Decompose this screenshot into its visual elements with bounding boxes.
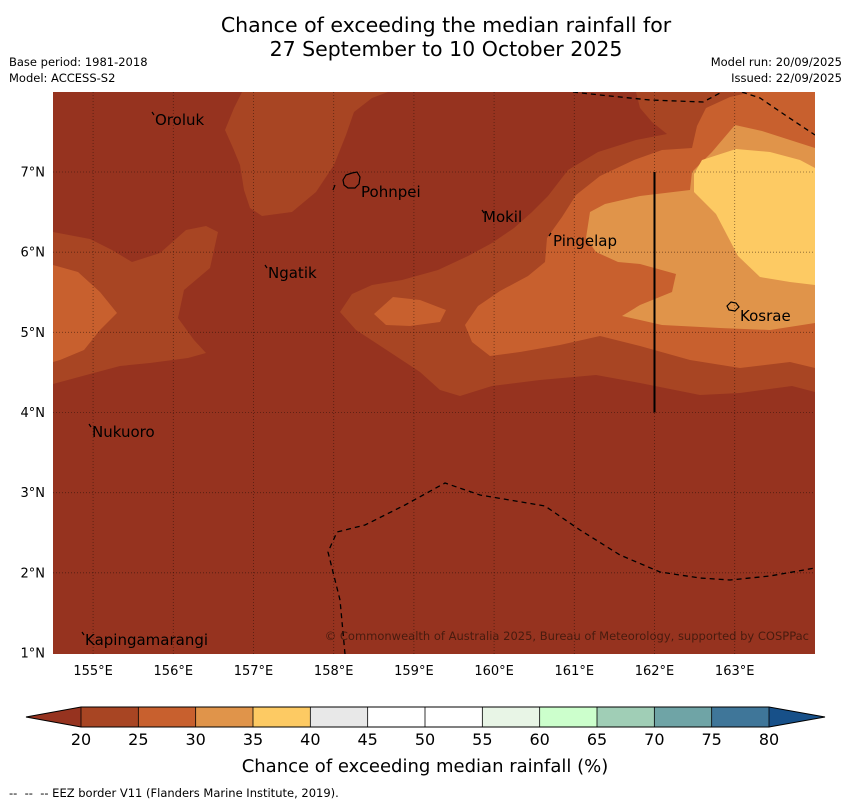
contour-20-25-top xyxy=(225,92,388,216)
kapingamarangi-marker xyxy=(81,631,85,636)
contour-25-30-small xyxy=(374,297,446,326)
colorbar-tick-label: 55 xyxy=(472,730,492,749)
colorbar-tick-label: 70 xyxy=(644,730,664,749)
colorbar-segment xyxy=(597,707,655,727)
lat-label: 2°N xyxy=(21,566,46,581)
colorbar-segment xyxy=(539,707,598,727)
lon-label: 163°E xyxy=(715,664,755,679)
lon-label: 158°E xyxy=(314,664,354,679)
colorbar-tick-label: 40 xyxy=(300,730,320,749)
eez-footnote: -- -- -- EEZ border V11 (Flanders Marine… xyxy=(9,786,339,800)
colorbar-tick-label: 60 xyxy=(529,730,549,749)
place-label-pingelap: Pingelap xyxy=(553,232,617,250)
base-period: Base period: 1981-2018 xyxy=(9,55,148,69)
colorbar-segment xyxy=(195,707,254,727)
colorbar-outline xyxy=(25,706,826,728)
lat-label: 4°N xyxy=(21,406,46,421)
pingelap-marker xyxy=(548,232,552,237)
contour-20-25-west xyxy=(53,226,218,384)
title-line-2: 27 September to 10 October 2025 xyxy=(270,37,623,61)
colorbar-tick-label: 65 xyxy=(587,730,607,749)
eez-border-north xyxy=(572,92,723,103)
colorbar-segment xyxy=(138,707,196,727)
colorbar-tick-label: 80 xyxy=(759,730,779,749)
colorbar-segment xyxy=(425,707,483,727)
ngatik-marker xyxy=(264,264,268,269)
issued-date: Issued: 22/09/2025 xyxy=(731,71,842,85)
place-label-kosrae: Kosrae xyxy=(740,307,791,325)
lat-label: 3°N xyxy=(21,486,46,501)
graticule xyxy=(53,92,815,654)
colorbar-segment xyxy=(482,707,540,727)
place-label-pohnpei: Pohnpei xyxy=(361,183,421,201)
lat-label: 5°N xyxy=(21,326,46,341)
lat-label: 1°N xyxy=(21,647,46,662)
place-label-kapingamarangi: Kapingamarangi xyxy=(85,631,208,649)
colorbar-above-triangle xyxy=(769,707,825,727)
copyright-notice: © Commonwealth of Australia 2025, Bureau… xyxy=(325,629,809,643)
contour-35-40-east xyxy=(694,149,815,285)
latitude-axis: 7°N 6°N 5°N 4°N 3°N 2°N 1°N xyxy=(21,166,46,662)
pohnpei-island-outline xyxy=(342,171,361,189)
place-label-ngatik: Ngatik xyxy=(268,264,317,282)
lat-label: 6°N xyxy=(21,246,46,261)
eez-border-northeast xyxy=(741,92,815,136)
place-label-oroluk: Oroluk xyxy=(155,111,204,129)
colorbar-below-triangle xyxy=(26,707,81,727)
title-line-1: Chance of exceeding the median rainfall … xyxy=(221,13,672,37)
colorbar-ticks: 20 25 30 35 40 45 50 55 60 65 70 75 80 xyxy=(71,730,779,749)
colorbar-tick-label: 25 xyxy=(128,730,148,749)
colorbar-dividers xyxy=(80,707,770,727)
place-label-mokil: Mokil xyxy=(483,208,522,226)
map-panel: Oroluk Pohnpei Mokil Pingelap Ngatik Kos… xyxy=(53,92,815,654)
kosrae-island-outline xyxy=(726,301,740,312)
lon-label: 161°E xyxy=(555,664,595,679)
lon-label: 159°E xyxy=(394,664,434,679)
colorbar-tick-label: 75 xyxy=(701,730,721,749)
colorbar-tick-label: 45 xyxy=(357,730,377,749)
lon-label: 157°E xyxy=(234,664,274,679)
lon-label: 162°E xyxy=(635,664,675,679)
pohnpei-islet-marker xyxy=(332,184,336,191)
longitude-axis: 155°E 156°E 157°E 158°E 159°E 160°E 161°… xyxy=(73,664,754,679)
mokil-marker xyxy=(481,209,485,214)
place-label-nukuoro: Nukuoro xyxy=(92,423,155,441)
lon-label: 160°E xyxy=(474,664,514,679)
colorbar-segment xyxy=(81,707,139,727)
colorbar-tick-label: 30 xyxy=(185,730,205,749)
colorbar-tick-label: 50 xyxy=(415,730,435,749)
lat-label: 7°N xyxy=(21,166,46,181)
colorbar-title: Chance of exceeding median rainfall (%) xyxy=(242,756,609,777)
lon-label: 156°E xyxy=(154,664,194,679)
nukuoro-marker xyxy=(88,423,92,428)
model-run-date: Model run: 20/09/2025 xyxy=(711,55,842,69)
colorbar-tick-label: 35 xyxy=(243,730,263,749)
colorbar-segment xyxy=(654,707,712,727)
colorbar-segment xyxy=(367,707,426,727)
lon-label: 155°E xyxy=(73,664,113,679)
colorbar-segment xyxy=(711,707,769,727)
contour-25-30-west xyxy=(53,265,117,362)
colorbar-tick-label: 20 xyxy=(71,730,91,749)
colorbar-segment xyxy=(253,707,311,727)
oroluk-marker xyxy=(151,111,155,116)
model-name: Model: ACCESS-S2 xyxy=(9,71,115,85)
colorbar: 20 25 30 35 40 45 50 55 60 65 70 75 80 C… xyxy=(25,706,826,777)
colorbar-segment xyxy=(310,707,368,727)
